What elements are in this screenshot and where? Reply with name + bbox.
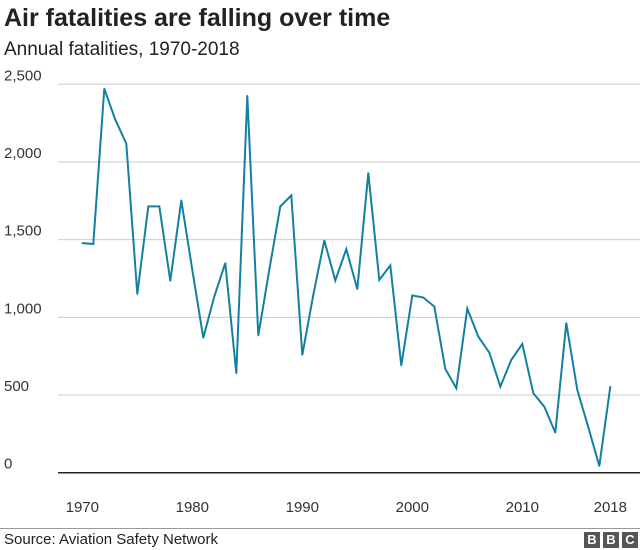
x-tick-label: 1990 bbox=[286, 499, 319, 516]
data-point-1994 bbox=[345, 248, 348, 250]
data-point-2012 bbox=[543, 405, 546, 408]
data-point-1974 bbox=[125, 142, 128, 145]
data-point-2002 bbox=[433, 305, 436, 308]
data-point-1971 bbox=[92, 243, 95, 245]
data-point-1995 bbox=[356, 288, 359, 290]
data-point-2004 bbox=[455, 387, 458, 389]
logo-letter: B bbox=[603, 532, 619, 548]
data-point-2005 bbox=[466, 307, 469, 310]
y-tick-label: 1,500 bbox=[4, 223, 42, 240]
fatalities-line bbox=[82, 88, 612, 467]
data-point-1985 bbox=[246, 94, 249, 97]
x-tick-label: 2010 bbox=[506, 499, 539, 516]
y-tick-label: 2,500 bbox=[4, 67, 42, 84]
data-point-2010 bbox=[521, 343, 524, 345]
data-point-1976 bbox=[147, 205, 150, 208]
data-point-2003 bbox=[444, 368, 447, 370]
data-point-2016 bbox=[587, 426, 590, 428]
data-point-2013 bbox=[554, 431, 557, 434]
bbc-logo: B B C bbox=[584, 532, 638, 548]
data-point-1972 bbox=[103, 87, 106, 90]
y-tick-label: 500 bbox=[4, 378, 29, 395]
data-point-1990 bbox=[301, 354, 304, 356]
data-point-1992 bbox=[323, 239, 326, 242]
data-point-2015 bbox=[576, 389, 579, 391]
data-point-1997 bbox=[378, 279, 381, 281]
data-point-1970 bbox=[81, 242, 84, 244]
data-point-1989 bbox=[290, 194, 293, 197]
data-point-2018 bbox=[609, 385, 612, 388]
data-point-2011 bbox=[532, 392, 535, 394]
data-point-1999 bbox=[400, 364, 403, 367]
data-point-1988 bbox=[279, 205, 282, 208]
data-point-1986 bbox=[257, 334, 260, 337]
line-chart: 0 500 1,000 1,500 2,000 2,500 1970 1980 1990 2000… bbox=[4, 67, 640, 516]
data-point-2000 bbox=[411, 294, 414, 297]
data-point-2006 bbox=[477, 335, 480, 338]
data-point-1991 bbox=[312, 294, 315, 296]
data-point-1980 bbox=[191, 268, 194, 271]
data-point-2017 bbox=[598, 465, 601, 467]
data-point-1981 bbox=[202, 337, 205, 339]
data-point-2001 bbox=[422, 296, 425, 299]
y-tick-label: 1,000 bbox=[4, 300, 42, 317]
data-point-1998 bbox=[389, 264, 392, 267]
data-point-1996 bbox=[367, 172, 370, 174]
data-point-1975 bbox=[136, 293, 139, 295]
data-point-1982 bbox=[213, 295, 216, 298]
data-point-1979 bbox=[180, 199, 183, 202]
chart-title: Air fatalities are falling over time bbox=[4, 4, 391, 32]
data-point-2007 bbox=[488, 351, 491, 354]
chart-subtitle: Annual fatalities, 1970-2018 bbox=[4, 39, 240, 60]
data-point-2009 bbox=[510, 359, 513, 361]
logo-letter: B bbox=[584, 532, 600, 548]
x-tick-label: 2000 bbox=[396, 499, 429, 516]
source-note: Source: Aviation Safety Network bbox=[4, 531, 218, 548]
y-tick-label: 0 bbox=[4, 456, 12, 473]
data-point-1993 bbox=[334, 279, 337, 282]
x-tick-label: 2018 bbox=[594, 499, 627, 516]
data-point-1977 bbox=[158, 205, 161, 208]
data-point-1984 bbox=[235, 372, 238, 375]
data-point-1987 bbox=[268, 268, 271, 271]
y-tick-label: 2,000 bbox=[4, 145, 42, 162]
x-tick-label: 1970 bbox=[66, 499, 99, 516]
logo-letter: C bbox=[622, 532, 638, 548]
footer-divider bbox=[0, 528, 640, 529]
x-tick-label: 1980 bbox=[176, 499, 209, 516]
data-point-1978 bbox=[169, 280, 172, 282]
data-point-2008 bbox=[499, 385, 502, 388]
data-point-2014 bbox=[565, 322, 568, 324]
data-point-1983 bbox=[224, 262, 227, 264]
data-point-1973 bbox=[114, 118, 117, 121]
